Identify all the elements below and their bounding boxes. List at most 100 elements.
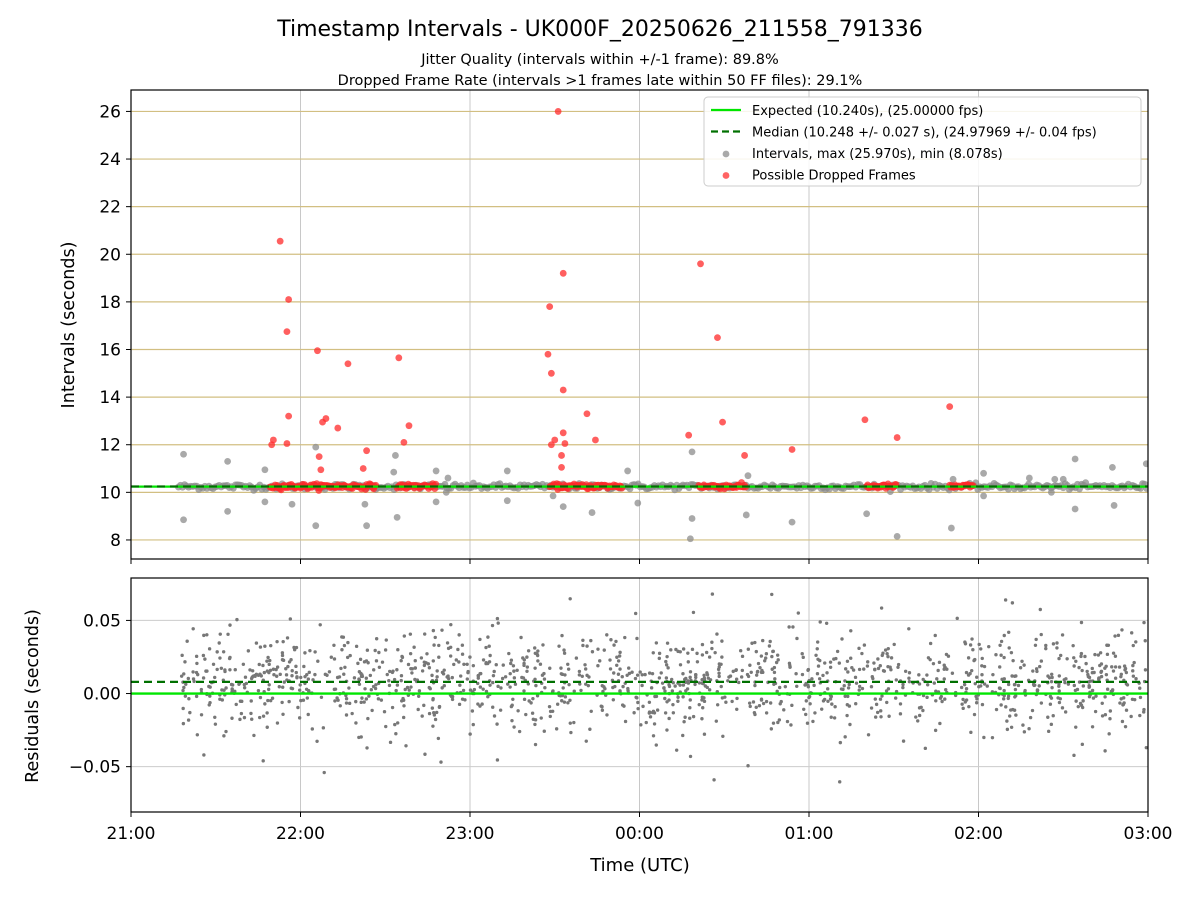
residual-point bbox=[857, 646, 861, 651]
residual-point bbox=[841, 687, 845, 692]
residual-point bbox=[294, 670, 298, 675]
residual-point bbox=[423, 632, 427, 636]
residual-point bbox=[730, 699, 734, 704]
residual-point bbox=[879, 606, 884, 610]
residual-point bbox=[486, 661, 490, 666]
residual-point bbox=[764, 711, 769, 715]
residual-point bbox=[837, 661, 842, 665]
chart-subtitle-jitter: Jitter Quality (intervals within +/-1 fr… bbox=[420, 52, 779, 68]
residual-point bbox=[223, 669, 227, 674]
residual-point bbox=[427, 666, 432, 670]
residual-point bbox=[783, 684, 788, 689]
residual-point bbox=[1100, 701, 1104, 705]
residual-point bbox=[713, 650, 717, 655]
residual-point bbox=[938, 721, 942, 726]
residual-point bbox=[892, 642, 896, 647]
residual-point bbox=[440, 686, 444, 690]
residual-point bbox=[1048, 702, 1053, 706]
residual-point bbox=[870, 675, 874, 679]
residual-point bbox=[437, 705, 442, 709]
residual-point bbox=[1090, 666, 1094, 671]
residual-point bbox=[653, 694, 657, 699]
top-y-tick-label: 26 bbox=[99, 102, 121, 122]
residual-point bbox=[248, 668, 252, 672]
interval-outlier-point bbox=[393, 513, 401, 521]
residual-point bbox=[1103, 666, 1107, 670]
top-y-tick-label: 24 bbox=[99, 150, 121, 170]
residual-point bbox=[395, 668, 399, 672]
residual-point bbox=[233, 668, 237, 672]
residual-point bbox=[433, 717, 438, 722]
residual-point bbox=[542, 677, 547, 681]
residual-point bbox=[720, 696, 725, 700]
residual-point bbox=[409, 685, 413, 689]
residual-point bbox=[589, 638, 593, 643]
residual-point bbox=[651, 734, 656, 738]
dropped-frame-outlier-point bbox=[583, 410, 591, 418]
residual-point bbox=[886, 687, 891, 691]
residual-point bbox=[735, 707, 739, 712]
residual-point bbox=[998, 665, 1002, 669]
residual-point bbox=[636, 700, 640, 705]
residual-point bbox=[388, 669, 392, 674]
residual-point bbox=[795, 684, 799, 688]
residual-point bbox=[491, 705, 495, 709]
residual-point bbox=[337, 675, 342, 679]
top-y-tick-label: 14 bbox=[99, 388, 121, 408]
residual-point bbox=[370, 708, 374, 713]
residual-point bbox=[1111, 651, 1116, 655]
legend-entry-label: Median (10.248 +/- 0.027 s), (24.97969 +… bbox=[752, 126, 1097, 141]
residual-point bbox=[495, 616, 500, 621]
residual-point bbox=[390, 705, 395, 710]
residual-point bbox=[387, 683, 392, 688]
residual-point bbox=[394, 732, 398, 736]
residual-point bbox=[847, 682, 851, 687]
residual-point bbox=[452, 662, 456, 667]
residual-point bbox=[431, 659, 435, 663]
interval-outlier-point bbox=[1025, 474, 1033, 482]
residual-point bbox=[676, 699, 680, 703]
residual-point bbox=[1009, 725, 1014, 729]
residual-point bbox=[396, 648, 400, 652]
residual-point bbox=[640, 683, 644, 688]
residual-point bbox=[632, 711, 636, 715]
residual-point bbox=[305, 672, 309, 677]
residual-point bbox=[522, 697, 527, 702]
residual-point bbox=[249, 699, 253, 703]
residual-point bbox=[616, 672, 621, 676]
residual-point bbox=[885, 700, 889, 705]
residual-point bbox=[901, 682, 905, 687]
residual-point bbox=[756, 661, 761, 666]
residual-point bbox=[739, 675, 744, 679]
residual-point bbox=[347, 701, 352, 706]
residual-point bbox=[413, 666, 418, 670]
residual-point bbox=[982, 664, 987, 669]
residual-point bbox=[1113, 634, 1117, 638]
residual-point bbox=[315, 739, 319, 743]
residual-point bbox=[358, 657, 363, 662]
residual-point bbox=[618, 650, 622, 655]
residual-point bbox=[847, 704, 852, 708]
x-tick-label: 00:00 bbox=[615, 824, 664, 844]
residual-point bbox=[379, 698, 384, 702]
residual-point bbox=[1131, 643, 1135, 648]
residual-point bbox=[635, 636, 639, 641]
residual-point bbox=[700, 653, 705, 657]
residual-point bbox=[342, 643, 347, 648]
residual-point bbox=[1048, 694, 1053, 699]
residual-point bbox=[1031, 669, 1035, 673]
interval-outlier-point bbox=[1059, 475, 1067, 483]
residual-point bbox=[244, 681, 249, 686]
residual-point bbox=[373, 648, 377, 653]
residual-point bbox=[846, 670, 850, 674]
residual-point bbox=[943, 697, 947, 701]
residual-point bbox=[263, 702, 267, 706]
residual-point bbox=[644, 720, 648, 725]
residual-point bbox=[1037, 684, 1041, 688]
residual-point bbox=[609, 638, 613, 642]
residual-point bbox=[647, 671, 652, 675]
residual-point bbox=[290, 674, 294, 678]
residual-point bbox=[980, 656, 984, 661]
residual-point bbox=[274, 667, 278, 672]
dropped-frame-outlier-point bbox=[741, 452, 748, 459]
